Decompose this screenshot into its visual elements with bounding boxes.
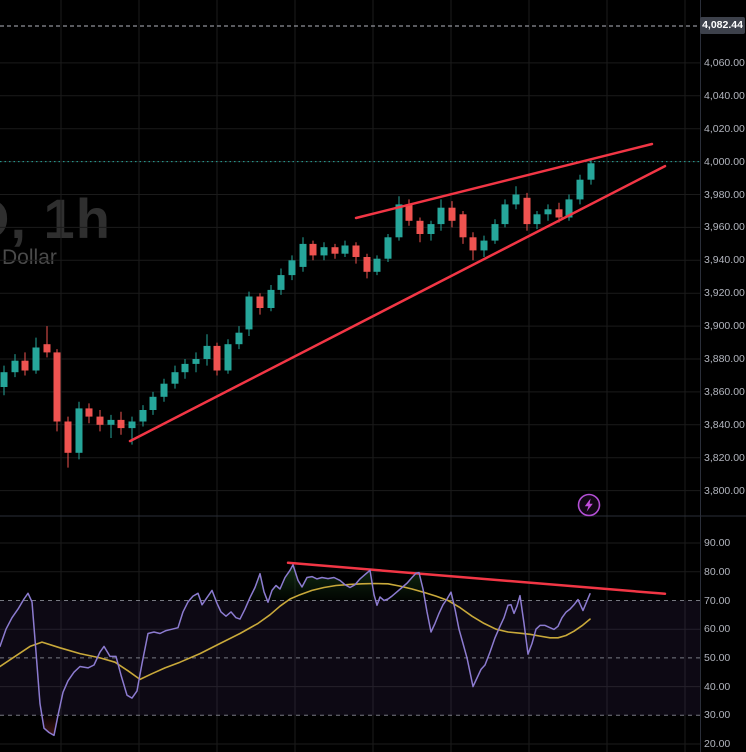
price-scale[interactable]: 4,060.00 4,040.00 4,020.00 4,000.00 3,980.00… <box>700 0 746 514</box>
indicator-axis-label: 50.00 <box>704 651 731 664</box>
level-lines <box>0 25 700 716</box>
price-axis-label: 4,000.00 <box>704 155 745 168</box>
price-axis-label: 3,960.00 <box>704 221 745 234</box>
price-axis-label: 3,800.00 <box>704 484 745 497</box>
indicator-axis-label: 90.00 <box>704 537 731 549</box>
price-axis-label: 4,040.00 <box>704 89 745 102</box>
indicator-axis-label: 20.00 <box>704 738 731 750</box>
indicator-axis-label: 30.00 <box>704 709 731 722</box>
candlestick-series <box>0 160 595 468</box>
price-axis-label: 3,940.00 <box>704 254 745 267</box>
indicator-axis-label: 80.00 <box>704 565 731 578</box>
price-axis-label: 4,060.00 <box>704 56 745 69</box>
flash-icon[interactable] <box>577 493 601 517</box>
price-axis-label: 3,900.00 <box>704 320 745 333</box>
price-axis-label: 3,920.00 <box>704 287 745 300</box>
trendlines[interactable] <box>128 142 667 596</box>
price-axis-label: 3,980.00 <box>704 188 745 201</box>
price-axis-label: 3,860.00 <box>704 385 745 398</box>
indicator-axis-label: 40.00 <box>704 680 731 693</box>
indicator-axis-label: 70.00 <box>704 594 731 607</box>
indicator-scale[interactable]: 90.00 80.00 70.00 60.00 50.00 40.00 30.00 20.00 <box>700 514 746 752</box>
current-price-value: 4,082.44 <box>702 19 743 31</box>
current-price-badge: 4,082.44 <box>700 17 745 34</box>
price-axis-label: 3,840.00 <box>704 418 745 431</box>
indicator-axis-label: 60.00 <box>704 623 731 636</box>
price-axis-label: 4,020.00 <box>704 122 745 135</box>
price-axis-label: 3,880.00 <box>704 353 745 365</box>
price-axis-label: 3,820.00 <box>704 451 745 464</box>
rsi-gradient-fills <box>0 564 590 736</box>
rsi-lines <box>0 564 591 737</box>
